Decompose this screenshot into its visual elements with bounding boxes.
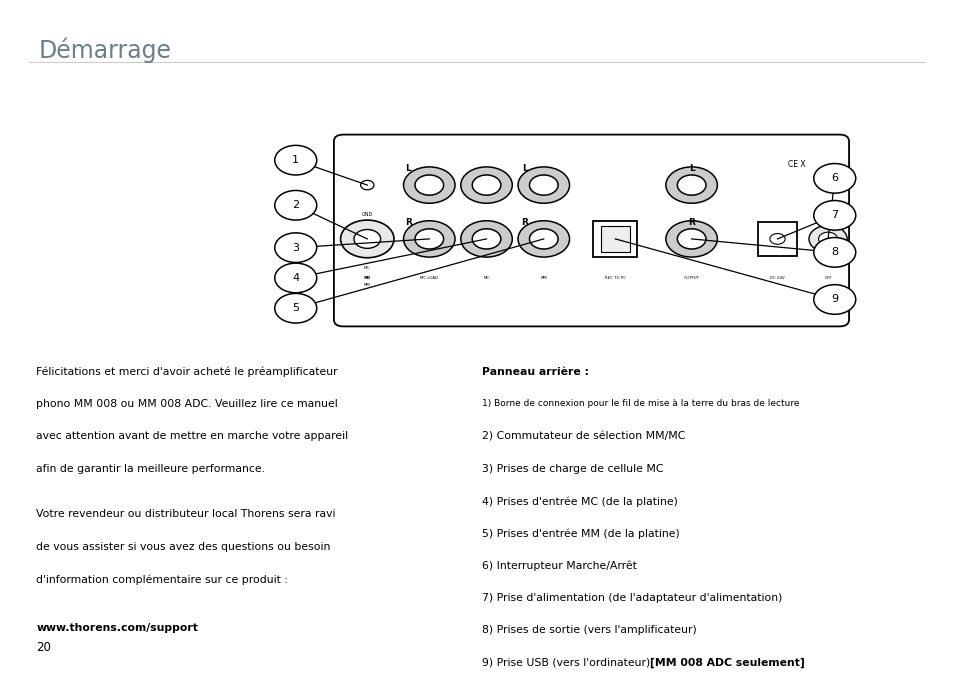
Text: R: R <box>404 217 412 227</box>
Text: Panneau arrière :: Panneau arrière : <box>481 367 588 377</box>
Text: www.thorens.com/support: www.thorens.com/support <box>36 623 198 633</box>
Circle shape <box>274 233 316 262</box>
Text: 6) Interrupteur Marche/Arrêt: 6) Interrupteur Marche/Arrêt <box>481 561 636 571</box>
Circle shape <box>808 225 846 252</box>
Text: 7) Prise d'alimentation (de l'adaptateur d'alimentation): 7) Prise d'alimentation (de l'adaptateur… <box>481 593 781 603</box>
Text: L: L <box>521 164 527 173</box>
Circle shape <box>360 180 374 190</box>
Text: 8: 8 <box>830 248 838 257</box>
Text: phono MM 008 ou MM 008 ADC. Veuillez lire ce manuel: phono MM 008 ou MM 008 ADC. Veuillez lir… <box>36 399 337 409</box>
Circle shape <box>415 229 443 249</box>
Text: Démarrage: Démarrage <box>38 37 171 63</box>
Text: Félicitations et merci d'avoir acheté le préamplificateur: Félicitations et merci d'avoir acheté le… <box>36 367 337 378</box>
Circle shape <box>813 201 855 230</box>
Circle shape <box>665 167 717 203</box>
Circle shape <box>529 229 558 249</box>
Text: 5) Prises d'entrée MM (de la platine): 5) Prises d'entrée MM (de la platine) <box>481 528 679 539</box>
Text: L: L <box>688 164 694 173</box>
Text: GND: GND <box>361 212 373 217</box>
Text: 3: 3 <box>292 243 299 252</box>
Text: avec attention avant de mettre en marche votre appareil: avec attention avant de mettre en marche… <box>36 431 348 441</box>
Text: 1: 1 <box>292 155 299 165</box>
Circle shape <box>472 175 500 195</box>
Bar <box>600 226 629 252</box>
Text: 9: 9 <box>830 295 838 304</box>
Circle shape <box>813 238 855 267</box>
Circle shape <box>818 232 837 246</box>
Text: 8) Prises de sortie (vers l'amplificateur): 8) Prises de sortie (vers l'amplificateu… <box>481 625 696 635</box>
Text: [MM 008 ADC seulement]: [MM 008 ADC seulement] <box>650 658 804 668</box>
Text: MC: MC <box>483 276 489 280</box>
Text: 1) Borne de connexion pour le fil de mise à la terre du bras de lecture: 1) Borne de connexion pour le fil de mis… <box>481 399 799 408</box>
Circle shape <box>529 175 558 195</box>
Text: 6: 6 <box>830 174 838 183</box>
Text: R: R <box>520 217 528 227</box>
Text: d'information complémentaire sur ce produit :: d'information complémentaire sur ce prod… <box>36 574 288 585</box>
Text: MM: MM <box>363 283 371 287</box>
Circle shape <box>460 221 512 257</box>
Circle shape <box>403 167 455 203</box>
Circle shape <box>517 221 569 257</box>
Text: OFF: OFF <box>823 276 831 280</box>
Text: 7: 7 <box>830 211 838 220</box>
Circle shape <box>354 229 380 248</box>
Text: L: L <box>405 164 411 173</box>
Text: OUTPUT: OUTPUT <box>683 276 699 280</box>
Text: REC TO PC: REC TO PC <box>604 276 625 280</box>
Bar <box>758 222 796 256</box>
Circle shape <box>274 263 316 293</box>
Circle shape <box>274 190 316 220</box>
Text: MM: MM <box>363 276 371 280</box>
Text: 3) Prises de charge de cellule MC: 3) Prises de charge de cellule MC <box>481 464 662 474</box>
Circle shape <box>677 175 705 195</box>
Text: R: R <box>687 217 695 227</box>
Text: MC: MC <box>364 266 370 270</box>
Text: Votre revendeur ou distributeur local Thorens sera ravi: Votre revendeur ou distributeur local Th… <box>36 509 335 520</box>
Text: DC 24V: DC 24V <box>769 276 784 280</box>
Circle shape <box>274 293 316 323</box>
Text: 9) Prise USB (vers l'ordinateur): 9) Prise USB (vers l'ordinateur) <box>481 658 653 668</box>
FancyBboxPatch shape <box>334 135 848 326</box>
Text: 4) Prises d'entrée MC (de la platine): 4) Prises d'entrée MC (de la platine) <box>481 496 677 507</box>
Circle shape <box>403 221 455 257</box>
Text: 5: 5 <box>292 304 299 313</box>
Text: de vous assister si vous avez des questions ou besoin: de vous assister si vous avez des questi… <box>36 542 331 552</box>
Circle shape <box>665 221 717 257</box>
Text: MC LOAD: MC LOAD <box>420 276 437 280</box>
Text: ON: ON <box>824 215 830 219</box>
Text: 2: 2 <box>292 201 299 210</box>
Text: afin de garantir la meilleure performance.: afin de garantir la meilleure performanc… <box>36 464 265 474</box>
Circle shape <box>813 164 855 193</box>
Circle shape <box>340 220 394 258</box>
Text: 4: 4 <box>292 273 299 283</box>
Text: CE X: CE X <box>787 160 804 170</box>
Circle shape <box>769 234 784 244</box>
Circle shape <box>415 175 443 195</box>
Text: MC: MC <box>364 276 370 280</box>
Circle shape <box>813 285 855 314</box>
Circle shape <box>472 229 500 249</box>
Text: 2) Commutateur de sélection MM/MC: 2) Commutateur de sélection MM/MC <box>481 431 684 441</box>
Circle shape <box>677 229 705 249</box>
Bar <box>593 221 637 257</box>
Circle shape <box>460 167 512 203</box>
Circle shape <box>517 167 569 203</box>
Circle shape <box>274 145 316 175</box>
Text: 20: 20 <box>36 641 51 654</box>
Text: MM: MM <box>539 276 547 280</box>
